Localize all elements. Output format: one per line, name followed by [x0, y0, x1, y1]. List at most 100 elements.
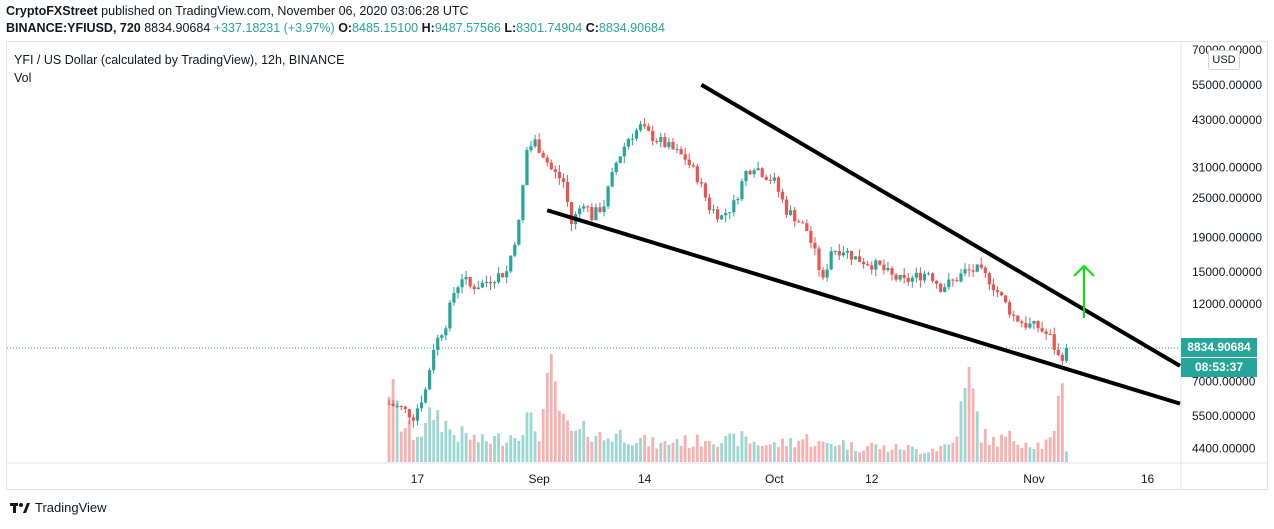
volume-bar: [1020, 448, 1024, 462]
y-tick-label: 19000.00000: [1192, 231, 1262, 245]
volume-bar: [987, 444, 991, 462]
x-tick-label: Oct: [765, 472, 784, 486]
candle-body: [874, 260, 878, 270]
candle-body: [898, 274, 902, 280]
volume-bar: [801, 439, 805, 462]
candle-body: [423, 389, 428, 403]
volume-bar: [639, 438, 642, 462]
currency-button[interactable]: USD: [1208, 50, 1240, 70]
candle-body: [436, 337, 440, 350]
y-tick-label: 25000.00000: [1192, 191, 1262, 205]
candle-body: [878, 260, 882, 265]
candle-body: [403, 406, 407, 410]
candle-body: [655, 141, 659, 143]
candle-body: [1016, 315, 1020, 322]
candle-body: [999, 292, 1004, 296]
volume-bar: [833, 445, 837, 462]
candle-body: [525, 150, 529, 186]
breakout-arrow-head: [1073, 264, 1095, 277]
volume-bar: [570, 430, 573, 462]
volume-bar: [1065, 451, 1068, 462]
candle-body: [691, 165, 695, 167]
candle-body: [943, 287, 947, 292]
volume-bar: [919, 453, 922, 462]
candle-body: [387, 403, 391, 405]
volume-bar: [704, 440, 707, 462]
candle-body: [626, 139, 630, 147]
volume-bar: [979, 442, 983, 462]
volume-bar: [756, 445, 760, 462]
volume-bar: [760, 445, 764, 462]
trendlines: [546, 83, 1182, 406]
candle-body: [947, 279, 951, 288]
volume-bar: [614, 433, 618, 462]
volume-bar: [562, 413, 565, 462]
volume-bar: [716, 446, 720, 462]
volume-bar: [610, 441, 614, 462]
candle-body: [501, 273, 505, 278]
volume-bar: [1004, 436, 1007, 462]
volume-bars: [387, 354, 1068, 462]
candle-body: [695, 166, 699, 183]
candle-body: [805, 223, 809, 232]
candle-body: [1012, 314, 1016, 316]
candle-body: [638, 124, 643, 131]
candle-body: [890, 268, 894, 275]
candle-body: [395, 405, 399, 407]
candle-body: [614, 162, 618, 173]
chart-frame: [6, 41, 1268, 490]
candle-body: [667, 141, 671, 148]
volume-bar: [602, 440, 606, 462]
footer-brand[interactable]: TradingView: [35, 500, 107, 515]
y-tick-label: 5500.00000: [1192, 409, 1256, 423]
candle-body: [987, 273, 991, 285]
volume-bar: [399, 431, 403, 462]
candle-body: [780, 191, 785, 200]
candle-body: [748, 170, 752, 175]
volume-bar: [768, 444, 772, 462]
candle-body: [841, 252, 845, 256]
volume-bar: [858, 452, 861, 462]
candle-body: [472, 286, 476, 290]
candle-body: [784, 199, 789, 215]
candle-body: [456, 287, 460, 294]
y-tick-label: 4400.00000: [1192, 441, 1256, 455]
candle-body: [634, 130, 639, 139]
volume-bar: [1056, 395, 1060, 462]
volume-bar: [809, 446, 813, 462]
candle-body: [480, 282, 484, 288]
candle-body: [561, 178, 566, 182]
candle-body: [659, 137, 663, 142]
publisher-name[interactable]: CryptoFXStreet: [6, 4, 98, 18]
candle-body: [866, 264, 870, 266]
volume-bar: [902, 450, 906, 462]
chart-legend-title: YFI / US Dollar (calculated by TradingVi…: [14, 53, 345, 67]
volume-bar: [659, 442, 663, 462]
volume-bar: [1028, 447, 1032, 462]
volume-bar: [862, 450, 866, 462]
candle-body: [1052, 334, 1056, 350]
candle-body: [553, 169, 557, 172]
candle-body: [797, 221, 801, 223]
candle-body: [545, 157, 549, 163]
volume-bar: [691, 446, 695, 462]
candle-body: [1036, 321, 1040, 329]
candle-body: [732, 200, 736, 213]
candle-body: [415, 408, 420, 421]
candle-body: [618, 156, 622, 163]
volume-bar: [590, 441, 594, 462]
high-label: H:: [421, 21, 435, 35]
candle-body: [772, 177, 776, 181]
volume-bar: [509, 435, 513, 462]
candle-body: [407, 409, 411, 418]
volume-bar: [497, 433, 500, 462]
candle-body: [675, 148, 679, 150]
footer: TradingView: [10, 500, 107, 515]
candle-body: [862, 261, 866, 265]
volume-bar: [651, 437, 655, 462]
candle-body: [963, 269, 967, 274]
current-price-tag: 8834.90684: [1181, 337, 1257, 357]
volume-bar: [886, 451, 890, 462]
volume-bar: [789, 438, 793, 462]
